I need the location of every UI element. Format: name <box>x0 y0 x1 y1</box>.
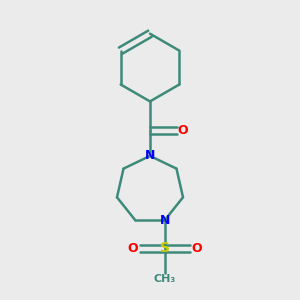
Text: S: S <box>160 241 170 255</box>
Text: N: N <box>160 214 170 227</box>
Text: N: N <box>145 149 155 162</box>
Text: O: O <box>178 124 188 137</box>
Text: CH₃: CH₃ <box>154 274 176 284</box>
Text: O: O <box>191 242 202 255</box>
Text: O: O <box>128 242 139 255</box>
